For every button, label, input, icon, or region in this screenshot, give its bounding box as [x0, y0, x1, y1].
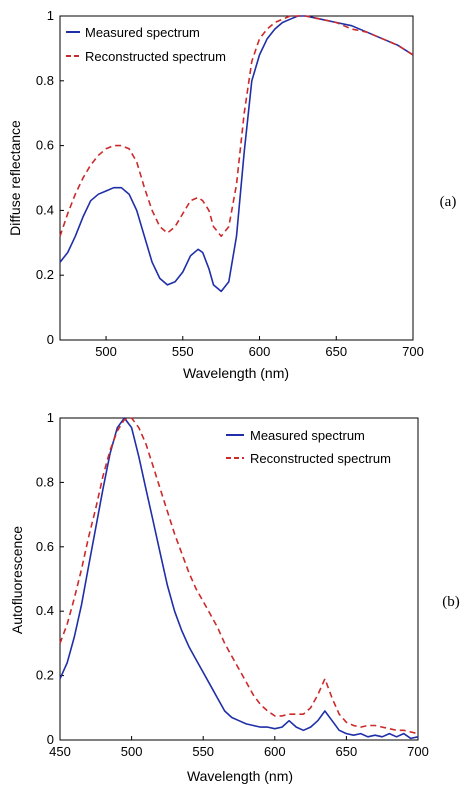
chart-b: 450 500 550 600 650 700 0 0.2 0.4 0.6 0.8 1 Measure… — [9, 410, 460, 784]
legend-a: Measured spectrum Reconstructed spectrum — [66, 25, 226, 64]
plot-frame-b — [59, 417, 419, 741]
reconstructed-spectrum-line-a — [59, 15, 414, 238]
y-tick-label-b: 0.2 — [36, 668, 54, 683]
x-axis-label-a: Wavelength (nm) — [183, 365, 289, 381]
y-tick-label-a: 0.8 — [36, 73, 54, 88]
y-tick-label-b: 0.6 — [36, 539, 54, 554]
y-tick-label-a: 0.2 — [36, 267, 54, 282]
y-tick-label-b: 1 — [47, 410, 54, 425]
x-tick-label-b: 700 — [407, 744, 429, 759]
x-tick-label-a: 650 — [325, 344, 347, 359]
y-tick-label-b: 0 — [47, 732, 54, 747]
panel-label-a: (a) — [440, 194, 457, 210]
legend-label-reconstructed-a: Reconstructed spectrum — [85, 49, 226, 64]
legend-label-reconstructed-b: Reconstructed spectrum — [250, 451, 391, 466]
x-tick-label-b: 650 — [336, 744, 358, 759]
measured-spectrum-line-a — [59, 15, 414, 293]
y-tick-label-b: 0.8 — [36, 474, 54, 489]
y-tick-label-b: 0.4 — [36, 603, 54, 618]
x-axis-label-b: Wavelength (nm) — [187, 768, 293, 784]
x-tick-label-b: 500 — [121, 744, 143, 759]
panel-label-b: (b) — [442, 594, 460, 610]
legend-label-measured-b: Measured spectrum — [250, 428, 365, 443]
x-tick-label-b: 600 — [264, 744, 286, 759]
legend-label-measured-a: Measured spectrum — [85, 25, 200, 40]
x-tick-label-a: 550 — [172, 344, 194, 359]
x-tick-label-b: 450 — [49, 744, 71, 759]
x-tick-label-a: 500 — [95, 344, 117, 359]
y-tick-label-a: 1 — [47, 8, 54, 23]
y-tick-label-a: 0.6 — [36, 138, 54, 153]
y-tick-label-a: 0 — [47, 332, 54, 347]
chart-a: 500 550 600 650 700 0 0.2 0.4 0.6 0.8 1 Measured s… — [7, 8, 456, 381]
y-axis-label-b: Autofluorescence — [9, 526, 25, 634]
x-tick-label-b: 550 — [192, 744, 214, 759]
legend-b: Measured spectrum Reconstructed spectrum — [226, 428, 391, 466]
x-tick-label-a: 700 — [402, 344, 424, 359]
measured-spectrum-line-b — [59, 417, 419, 740]
y-tick-label-a: 0.4 — [36, 202, 54, 217]
reconstructed-spectrum-line-b — [59, 417, 419, 735]
x-tick-label-a: 600 — [249, 344, 271, 359]
y-axis-label-a: Diffuse reflectance — [7, 120, 23, 236]
